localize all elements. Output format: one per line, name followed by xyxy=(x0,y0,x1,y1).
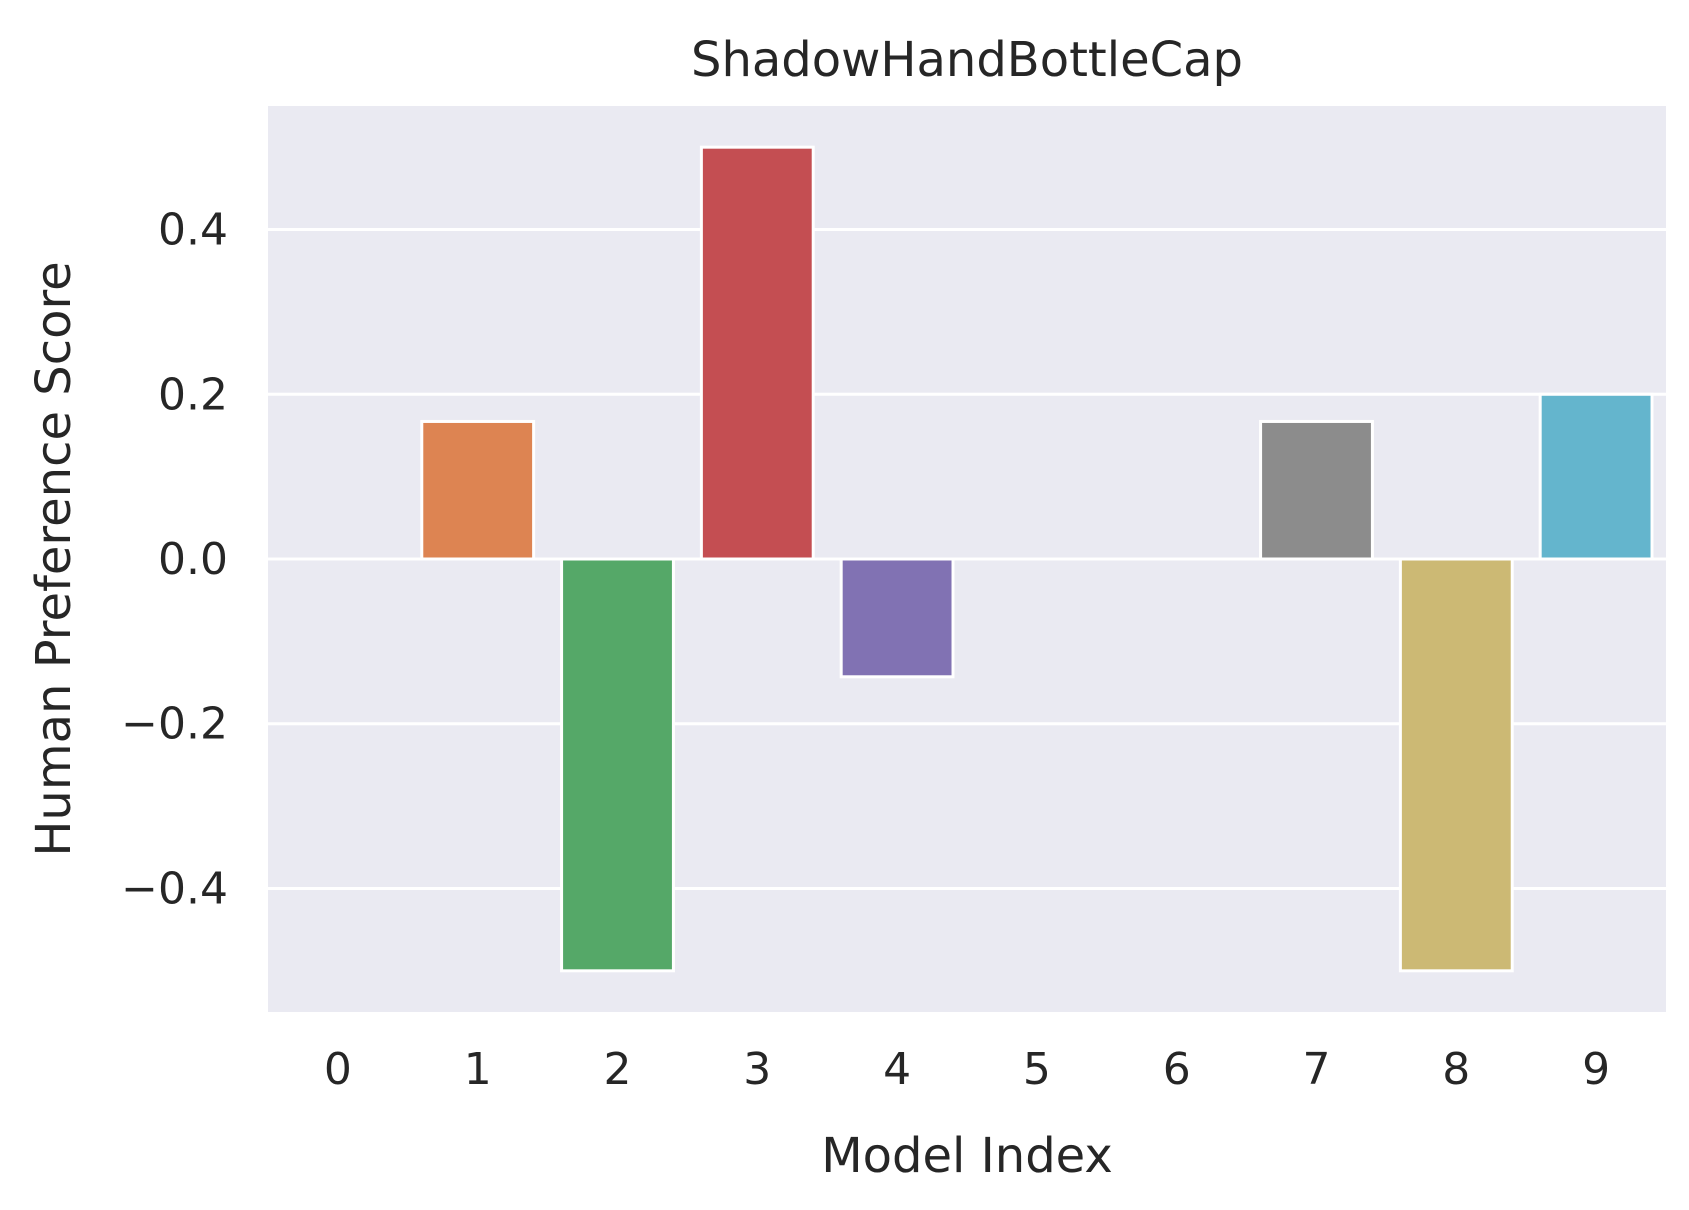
x-tick-label: 5 xyxy=(1023,1044,1051,1095)
bar-7 xyxy=(1259,419,1374,561)
bar-3 xyxy=(699,145,815,561)
x-tick-label: 2 xyxy=(604,1044,632,1095)
bar-8 xyxy=(1398,557,1514,973)
x-tick-label: 0 xyxy=(324,1044,352,1095)
x-tick-label: 1 xyxy=(464,1044,492,1095)
x-tick-label: 9 xyxy=(1582,1044,1610,1095)
chart-title: ShadowHandBottleCap xyxy=(691,32,1243,88)
y-tick-label: 0.0 xyxy=(158,534,228,585)
x-tick-labels: 0 1 2 3 4 5 6 7 8 9 xyxy=(324,1044,1610,1095)
y-tick-label: −0.4 xyxy=(121,863,228,914)
y-tick-label: −0.2 xyxy=(121,699,228,750)
x-tick-label: 3 xyxy=(743,1044,771,1095)
bars xyxy=(420,145,1654,973)
x-tick-label: 8 xyxy=(1442,1044,1470,1095)
bar-2 xyxy=(560,557,675,973)
y-axis-label: Human Preference Score xyxy=(26,261,82,856)
bar-1 xyxy=(420,419,536,561)
y-tick-label: 0.4 xyxy=(158,205,228,256)
y-tick-label: 0.2 xyxy=(158,369,228,420)
x-tick-label: 7 xyxy=(1303,1044,1331,1095)
bar-9 xyxy=(1538,392,1654,561)
x-tick-label: 6 xyxy=(1163,1044,1191,1095)
x-tick-label: 4 xyxy=(883,1044,911,1095)
y-tick-labels: −0.4 −0.2 0.0 0.2 0.4 xyxy=(121,205,228,915)
bar-4 xyxy=(839,557,955,679)
x-axis-label: Model Index xyxy=(821,1128,1113,1184)
